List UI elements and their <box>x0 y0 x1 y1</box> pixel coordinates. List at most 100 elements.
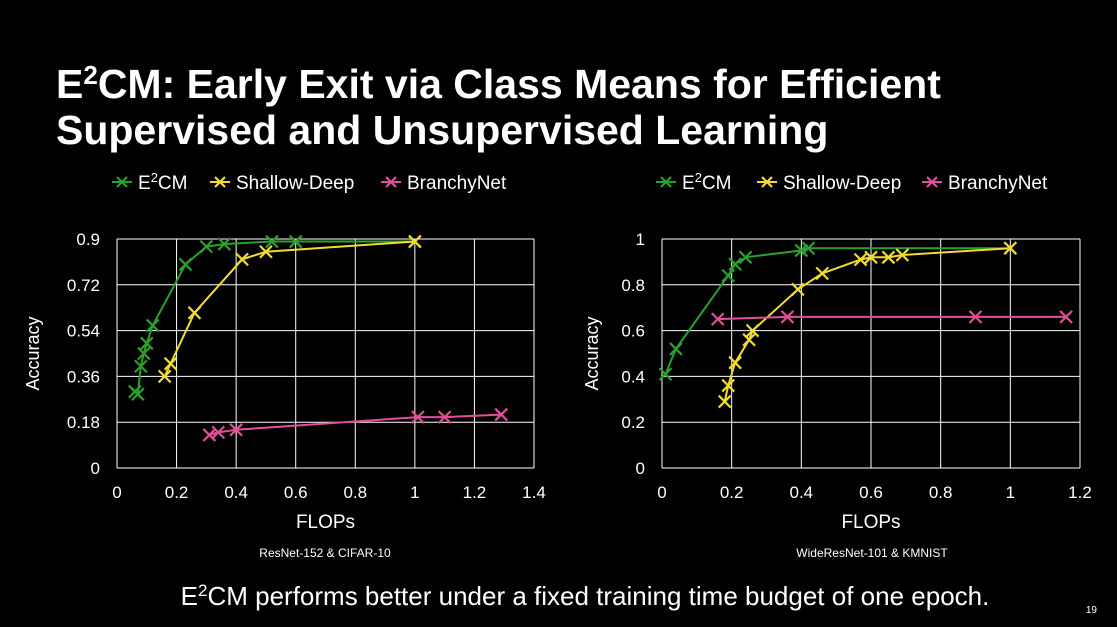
data-point-shallow-deep <box>721 378 735 393</box>
slide-title: E2CM: Early Exit via Class Means for Eff… <box>56 52 1096 153</box>
x-tick-label: 1 <box>410 483 419 502</box>
y-tick-label: 0 <box>636 459 645 478</box>
data-point-e2cm <box>288 234 303 249</box>
y-tick-label: 0.2 <box>621 413 645 432</box>
series-line-branchynet <box>717 315 1067 321</box>
data-point-e2cm <box>199 239 214 254</box>
page-number: 19 <box>1085 605 1097 616</box>
data-point-e2cm <box>728 257 742 271</box>
legend-label-branchynet: BranchyNet <box>407 173 507 194</box>
footer-statement: E2CM performs better under a fixed train… <box>0 575 1117 612</box>
data-point-e2cm <box>145 318 160 333</box>
chart-legend: E2CM Shallow-Deep BranchyNet <box>112 170 507 194</box>
data-point-shallow-deep <box>853 252 868 267</box>
y-tick-label: 0.18 <box>67 413 100 432</box>
y-tick-label: 0.72 <box>67 276 100 295</box>
data-point-shallow-deep <box>235 252 249 267</box>
data-point-shallow-deep <box>881 250 896 265</box>
data-point-e2cm <box>721 268 735 283</box>
chart-legend: E2CM Shallow-Deep BranchyNet <box>656 170 1048 194</box>
y-tick-label: 0 <box>91 459 100 478</box>
y-tick-label: 0.54 <box>67 322 100 341</box>
series-shallow-deep <box>717 241 1018 409</box>
x-tick-label: 0.6 <box>284 483 308 502</box>
series-line-shallow-deep <box>723 247 1011 402</box>
data-point-shallow-deep <box>408 234 422 249</box>
slide-title-prefix: E <box>56 61 84 107</box>
series-line-shallow-deep <box>163 240 415 377</box>
x-tick-label: 0.2 <box>720 483 744 502</box>
y-tick-label: 0.4 <box>621 367 645 386</box>
data-point-shallow-deep <box>187 306 202 320</box>
series-branchynet <box>202 407 509 442</box>
data-point-shallow-deep <box>717 394 732 409</box>
data-point-shallow-deep <box>259 244 273 259</box>
x-tick-label: 1.2 <box>463 483 487 502</box>
data-point-e2cm <box>134 359 148 374</box>
data-point-e2cm <box>217 237 232 251</box>
data-point-branchynet <box>968 310 983 324</box>
x-tick-label: 1.2 <box>1068 483 1092 502</box>
x-tick-label: 0.8 <box>929 483 953 502</box>
y-tick-label: 1 <box>636 230 645 249</box>
legend-marker <box>660 176 672 188</box>
chart-panel-2: 0 0.2 0.4 0.6 0.8 1 1.2 0 0.2 0.4 0.6 0.8 1 FLOPs Accu… <box>582 170 1092 560</box>
data-point-e2cm <box>178 257 193 272</box>
data-point-shallow-deep <box>157 369 172 384</box>
chart-subtitle: ResNet-152 & CIFAR-10 <box>259 546 391 560</box>
data-point-e2cm <box>137 346 151 361</box>
slide-title-superscript: 2 <box>83 60 98 90</box>
series-line-e2cm <box>134 240 415 397</box>
legend-item-e2cm: E2CM <box>112 170 187 194</box>
legend-label-e2cm: E2CM <box>138 170 187 194</box>
x-axis-label: FLOPs <box>841 512 900 533</box>
legend-marker <box>116 176 128 188</box>
legend-label-e2cm: E2CM <box>682 170 731 194</box>
slide-title-line-2: Supervised and Unsupervised Learning <box>56 107 829 153</box>
data-point-branchynet <box>437 410 452 424</box>
legend-label-branchynet: BranchyNet <box>948 173 1048 194</box>
legend-item-branchynet: BranchyNet <box>922 173 1048 194</box>
data-point-e2cm <box>738 250 753 265</box>
x-tick-label: 0.4 <box>790 483 814 502</box>
data-point-shallow-deep <box>745 323 760 338</box>
x-axis-label: FLOPs <box>296 512 355 533</box>
x-tick-label: 1 <box>1006 483 1015 502</box>
chart-subtitle: WideResNet-101 & KMNIST <box>796 546 948 560</box>
series-branchynet <box>710 310 1073 326</box>
y-tick-label: 0.6 <box>621 322 645 341</box>
y-tick-label: 0.8 <box>621 276 645 295</box>
legend-marker <box>926 176 938 188</box>
data-point-shallow-deep <box>1003 241 1018 255</box>
data-point-e2cm <box>265 234 279 249</box>
data-point-branchynet <box>411 410 425 424</box>
data-point-branchynet <box>211 425 226 440</box>
legend-item-e2cm: E2CM <box>656 170 731 194</box>
data-point-e2cm <box>131 387 145 401</box>
x-tick-label: 0.6 <box>859 483 883 502</box>
data-point-e2cm <box>140 336 154 351</box>
data-point-branchynet <box>1059 310 1073 324</box>
data-point-e2cm <box>658 367 673 381</box>
data-point-e2cm <box>801 241 816 255</box>
footer-rest: CM performs better under a fixed trainin… <box>207 581 990 611</box>
data-point-branchynet <box>494 407 509 422</box>
legend-item-branchynet: BranchyNet <box>381 173 507 194</box>
footer-prefix: E <box>180 581 198 611</box>
legend-marker <box>214 176 226 188</box>
chart-panel-1: 0 0.2 0.4 0.6 0.8 1 1.2 1.4 0 0.18 0.36 0.54 0.72 0.9… <box>23 170 546 560</box>
y-tick-label: 0.36 <box>67 367 100 386</box>
data-point-branchynet <box>780 310 795 324</box>
footer-superscript: 2 <box>197 581 208 600</box>
data-point-shallow-deep <box>742 332 756 347</box>
data-point-e2cm <box>669 342 683 356</box>
x-tick-label: 0 <box>112 483 121 502</box>
data-point-branchynet <box>202 428 217 442</box>
slide-title-rest: CM: Early Exit via Class Means for Effic… <box>97 61 941 107</box>
data-point-shallow-deep <box>864 250 878 265</box>
data-point-shallow-deep <box>728 355 742 370</box>
data-point-shallow-deep <box>791 282 805 297</box>
legend-marker <box>385 176 397 188</box>
x-tick-label: 1.4 <box>522 483 546 502</box>
